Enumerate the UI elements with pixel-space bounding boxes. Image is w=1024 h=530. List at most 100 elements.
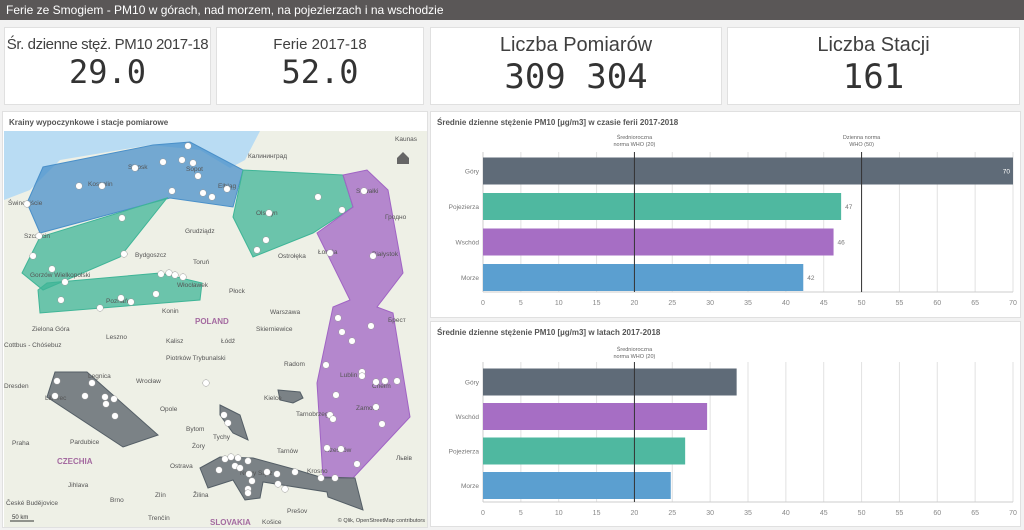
station-marker[interactable] <box>329 415 337 423</box>
station-marker[interactable] <box>322 361 330 369</box>
station-marker[interactable] <box>202 379 210 387</box>
station-marker[interactable] <box>223 185 231 193</box>
station-marker[interactable] <box>274 480 282 488</box>
station-marker[interactable] <box>372 403 380 411</box>
station-marker[interactable] <box>165 269 173 277</box>
station-marker[interactable] <box>331 474 339 482</box>
station-marker[interactable] <box>171 271 179 279</box>
station-marker[interactable] <box>179 273 187 281</box>
station-marker[interactable] <box>227 453 235 461</box>
station-marker[interactable] <box>152 290 160 298</box>
station-marker[interactable] <box>117 294 125 302</box>
station-marker[interactable] <box>88 379 96 387</box>
station-marker[interactable] <box>51 392 59 400</box>
station-marker[interactable] <box>178 156 186 164</box>
station-marker[interactable] <box>111 412 119 420</box>
station-marker[interactable] <box>118 214 126 222</box>
region-pojezierza[interactable] <box>37 272 203 314</box>
home-button[interactable] <box>397 152 409 164</box>
station-marker[interactable] <box>220 411 228 419</box>
kpi-avg-daily[interactable]: Śr. dzienne stęż. PM10 2017-18 29.0 <box>4 27 211 105</box>
station-marker[interactable] <box>248 477 256 485</box>
station-marker[interactable] <box>194 172 202 180</box>
station-marker[interactable] <box>314 193 322 201</box>
station-marker[interactable] <box>273 470 281 478</box>
station-marker[interactable] <box>234 454 242 462</box>
station-marker[interactable] <box>127 298 135 306</box>
station-marker[interactable] <box>221 455 229 463</box>
station-marker[interactable] <box>337 445 345 453</box>
kpi-stations[interactable]: Liczba Stacji 161 <box>727 27 1020 105</box>
station-marker[interactable] <box>236 464 244 472</box>
station-marker[interactable] <box>358 372 366 380</box>
station-marker[interactable] <box>253 246 261 254</box>
bar-wschód[interactable] <box>483 228 834 256</box>
chart-ferie[interactable]: 0 5 10 15 20 25 30 35 40 45 50 55 60 65 70 Góry 70 Pojezi… <box>431 112 1022 319</box>
station-marker[interactable] <box>317 474 325 482</box>
bar-morze[interactable] <box>483 472 671 499</box>
station-marker[interactable] <box>131 164 139 172</box>
map[interactable]: KaunasКалининградSłupskSopotKoszalinElbl… <box>4 131 427 527</box>
bar-wschód[interactable] <box>483 403 708 430</box>
kpi-measurements[interactable]: Liczba Pomiarów 309 304 <box>430 27 722 105</box>
station-marker[interactable] <box>48 265 56 273</box>
station-marker[interactable] <box>334 314 342 322</box>
station-marker[interactable] <box>199 189 207 197</box>
station-marker[interactable] <box>98 182 106 190</box>
station-marker[interactable] <box>157 270 165 278</box>
station-marker[interactable] <box>23 200 31 208</box>
station-marker[interactable] <box>75 182 83 190</box>
bar-morze[interactable] <box>483 264 804 291</box>
region-góry[interactable] <box>277 389 304 404</box>
station-marker[interactable] <box>57 296 65 304</box>
station-marker[interactable] <box>245 470 253 478</box>
bar-góry[interactable] <box>483 157 1013 185</box>
station-marker[interactable] <box>96 304 104 312</box>
station-marker[interactable] <box>244 457 252 465</box>
station-marker[interactable] <box>110 395 118 403</box>
station-marker[interactable] <box>35 232 43 240</box>
station-marker[interactable] <box>215 466 223 474</box>
station-marker[interactable] <box>81 392 89 400</box>
station-marker[interactable] <box>332 391 340 399</box>
region-góry[interactable] <box>46 371 159 448</box>
station-marker[interactable] <box>101 393 109 401</box>
map-attribution[interactable]: © Qlik, OpenStreetMap contributors <box>338 517 425 524</box>
station-marker[interactable] <box>159 158 167 166</box>
bar-pojezierza[interactable] <box>483 193 842 220</box>
station-marker[interactable] <box>61 278 69 286</box>
chart-years[interactable]: 0 5 10 15 20 25 30 35 40 45 50 55 60 65 70 Góry Wschód Po… <box>431 322 1022 528</box>
station-marker[interactable] <box>189 159 197 167</box>
station-marker[interactable] <box>348 337 356 345</box>
kpi-ferie[interactable]: Ferie 2017-18 52.0 <box>216 27 424 105</box>
station-marker[interactable] <box>326 249 334 257</box>
station-marker[interactable] <box>102 400 110 408</box>
station-marker[interactable] <box>53 377 61 385</box>
station-marker[interactable] <box>323 444 331 452</box>
bar-pojezierza[interactable] <box>483 437 686 465</box>
station-marker[interactable] <box>208 193 216 201</box>
station-marker[interactable] <box>184 142 192 150</box>
station-marker[interactable] <box>224 419 232 427</box>
station-marker[interactable] <box>244 489 252 497</box>
station-marker[interactable] <box>381 377 389 385</box>
station-marker[interactable] <box>360 187 368 195</box>
bar-góry[interactable] <box>483 368 737 396</box>
station-marker[interactable] <box>120 250 128 258</box>
station-marker[interactable] <box>265 209 273 217</box>
station-marker[interactable] <box>378 420 386 428</box>
station-marker[interactable] <box>338 328 346 336</box>
station-marker[interactable] <box>393 377 401 385</box>
station-marker[interactable] <box>281 485 289 493</box>
station-marker[interactable] <box>353 460 361 468</box>
station-marker[interactable] <box>291 468 299 476</box>
station-marker[interactable] <box>263 468 271 476</box>
region-pojezierza[interactable] <box>21 197 169 291</box>
station-marker[interactable] <box>369 252 377 260</box>
station-marker[interactable] <box>168 187 176 195</box>
station-marker[interactable] <box>262 236 270 244</box>
station-marker[interactable] <box>367 322 375 330</box>
station-marker[interactable] <box>338 206 346 214</box>
station-marker[interactable] <box>372 378 380 386</box>
station-marker[interactable] <box>29 252 37 260</box>
